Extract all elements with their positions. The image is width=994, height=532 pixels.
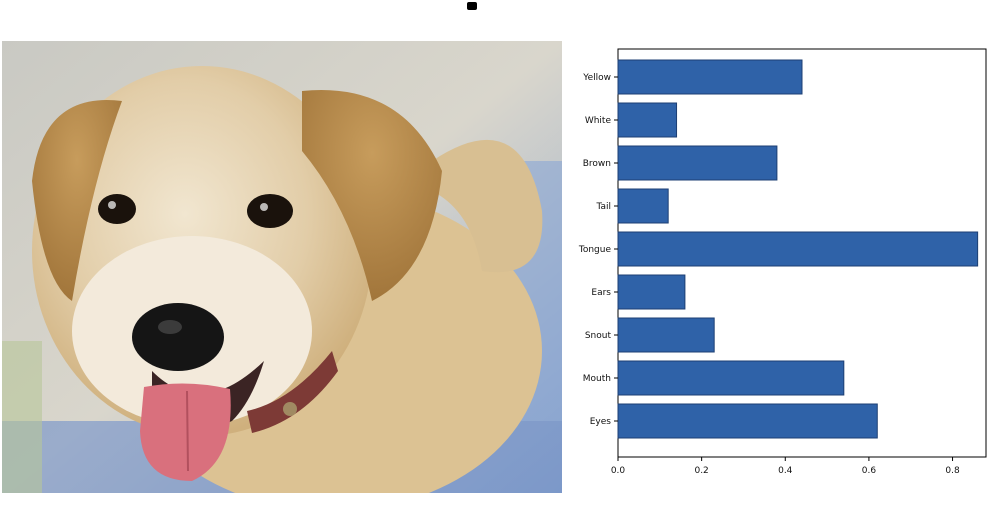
x-tick-label: 0.2 [694, 466, 708, 476]
x-tick-label: 0.4 [778, 466, 793, 476]
bar-mouth [617, 360, 845, 396]
y-label-yellow: Yellow [582, 73, 611, 83]
bar-brown [617, 145, 778, 181]
x-axis-ticks: 0.0 0.2 0.4 0.6 0.8 [611, 457, 960, 476]
bar-eyes [617, 403, 878, 439]
x-tick-label: 0.8 [945, 466, 960, 476]
y-label-ears: Ears [591, 288, 611, 298]
puppy-photo [2, 41, 562, 493]
header-mark [467, 2, 477, 10]
bar-tongue [617, 231, 979, 267]
bar-ears [617, 274, 686, 310]
y-label-brown: Brown [583, 159, 611, 169]
y-label-eyes: Eyes [590, 417, 612, 427]
bar-chart: Yellow White Brown Tail Tongue Ears Snout Mouth… [565, 40, 994, 490]
bar-white [617, 102, 678, 138]
bar-tail [617, 188, 669, 224]
y-label-mouth: Mouth [583, 374, 611, 384]
bar-yellow [617, 59, 803, 95]
x-tick-label: 0.0 [611, 466, 626, 476]
y-label-tongue: Tongue [578, 245, 612, 255]
y-label-white: White [585, 116, 612, 126]
y-axis-labels: Yellow White Brown Tail Tongue Ears Snout Mouth… [578, 73, 618, 427]
bar-snout [617, 317, 715, 353]
x-tick-label: 0.6 [862, 466, 877, 476]
y-label-snout: Snout [585, 331, 612, 341]
y-label-tail: Tail [595, 202, 611, 212]
